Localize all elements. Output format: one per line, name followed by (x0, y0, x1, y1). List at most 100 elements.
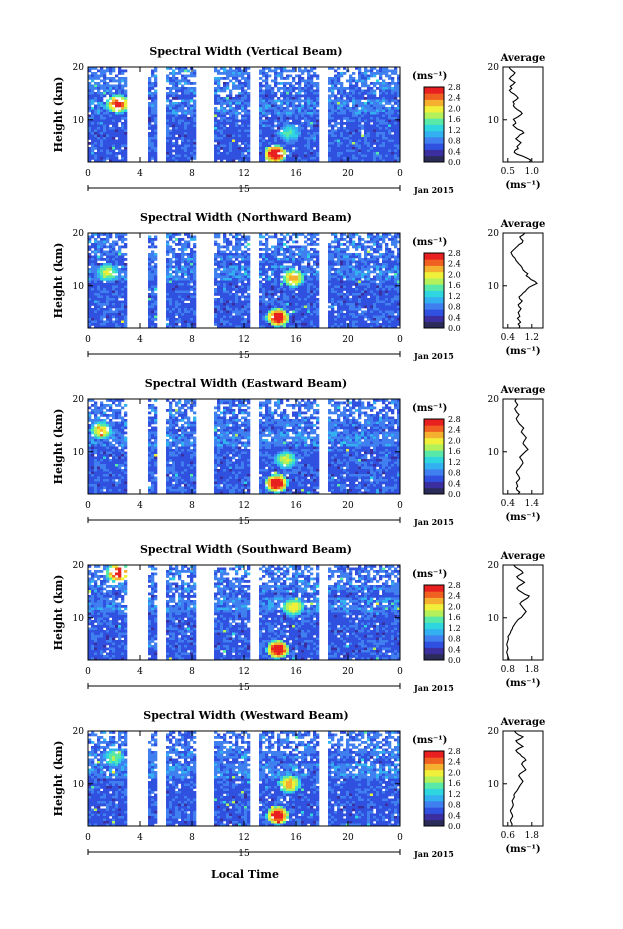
heatmap-cell (343, 280, 347, 284)
heatmap-cell (178, 107, 182, 110)
heatmap-cell (277, 250, 281, 254)
heatmap-cell (331, 308, 335, 311)
heatmap-cell (331, 315, 335, 319)
heatmap-cell (229, 107, 233, 110)
heatmap-cell (274, 248, 278, 251)
heatmap-cell (259, 87, 263, 90)
heatmap-cell (271, 99, 275, 103)
heatmap-cell (169, 313, 173, 316)
heatmap-cell (334, 99, 338, 103)
heatmap-cell (181, 318, 185, 321)
heatmap-cell (94, 233, 98, 236)
heatmap-cell (97, 313, 101, 316)
heatmap-cell (268, 313, 272, 316)
heatmap-cell (292, 87, 296, 90)
heatmap-cell (103, 258, 107, 261)
heatmap-cell (298, 109, 302, 113)
heatmap-cell (91, 273, 95, 276)
heatmap-cell (343, 149, 347, 153)
heatmap-cell (223, 89, 227, 93)
heatmap-cell (235, 107, 239, 110)
heatmap-cell (280, 99, 284, 103)
heatmap-cell (226, 122, 230, 125)
heatmap-cell (238, 127, 242, 130)
heatmap-cell (124, 154, 128, 158)
heatmap-cell (223, 97, 227, 100)
heatmap-cell (394, 114, 398, 118)
heatmap-cell (106, 235, 110, 239)
heatmap-cell (334, 268, 338, 271)
heatmap-cell (280, 139, 284, 143)
heatmap-cell (175, 318, 179, 321)
heatmap-cell (178, 97, 182, 100)
heatmap-cell (298, 320, 302, 324)
heatmap-cell (214, 243, 218, 246)
heatmap-cell (151, 137, 155, 140)
heatmap-cell (226, 240, 230, 244)
heatmap-cell (229, 74, 233, 78)
heatmap-cell (148, 310, 152, 314)
heatmap-cell (175, 152, 179, 155)
heatmap-cell (331, 263, 335, 266)
heatmap-cell (181, 94, 185, 98)
heatmap-cell (124, 79, 128, 83)
heatmap-cell (100, 268, 104, 271)
colorbar-swatch (424, 87, 444, 94)
heatmap-cell (310, 318, 314, 321)
heatmap-cell (367, 149, 371, 153)
heatmap-cell (337, 255, 341, 259)
heatmap-cell (106, 250, 110, 254)
heatmap-cell (169, 94, 173, 98)
heatmap-cell (223, 253, 227, 256)
heatmap-cell (166, 94, 170, 98)
heatmap-cell (301, 154, 305, 158)
heatmap-cell (220, 144, 224, 148)
heatmap-cell (247, 308, 251, 311)
heatmap-cell (364, 102, 368, 105)
heatmap-cell (337, 250, 341, 254)
heatmap-cell (88, 77, 92, 80)
heatmap-cell (259, 157, 263, 160)
heatmap-cell (349, 127, 353, 130)
heatmap-cell (244, 273, 248, 276)
heatmap-cell (334, 124, 338, 128)
heatmap-cell (361, 84, 365, 88)
heatmap-cell (307, 258, 311, 261)
heatmap-cell (301, 233, 305, 236)
heatmap-cell (292, 127, 296, 130)
heatmap-cell (307, 298, 311, 301)
heatmap-cell (292, 240, 296, 244)
heatmap-cell (340, 84, 344, 88)
heatmap-cell (214, 67, 218, 70)
heatmap-cell (313, 235, 317, 239)
heatmap-cell (121, 268, 125, 271)
heatmap-cell (109, 318, 113, 321)
heatmap-cell (358, 72, 362, 75)
heatmap-cell (259, 142, 263, 145)
heatmap-cell (223, 250, 227, 254)
heatmap-cell (214, 255, 218, 259)
heatmap-cell (388, 87, 392, 90)
heatmap-cell (223, 300, 227, 304)
heatmap-cell (154, 127, 158, 130)
heatmap-cell (229, 144, 233, 148)
heatmap-cell (154, 303, 158, 306)
heatmap-cell (328, 260, 332, 264)
heatmap-cell (244, 94, 248, 98)
heatmap-cell (220, 275, 224, 279)
heatmap-cell (262, 94, 266, 98)
heatmap-cell (289, 159, 293, 163)
heatmap-cell (88, 109, 92, 113)
heatmap-cell (328, 139, 332, 143)
heatmap-cell (229, 67, 233, 70)
heatmap-cell (367, 99, 371, 103)
heatmap-cell (175, 157, 179, 160)
heatmap-cell (301, 127, 305, 130)
heatmap-cell (268, 310, 272, 314)
heatmap-cell (217, 325, 221, 329)
heatmap-cell (175, 129, 179, 133)
heatmap-cell (100, 263, 104, 266)
heatmap-cell (352, 240, 356, 244)
heatmap-cell (313, 99, 317, 103)
heatmap-cell (361, 147, 365, 150)
